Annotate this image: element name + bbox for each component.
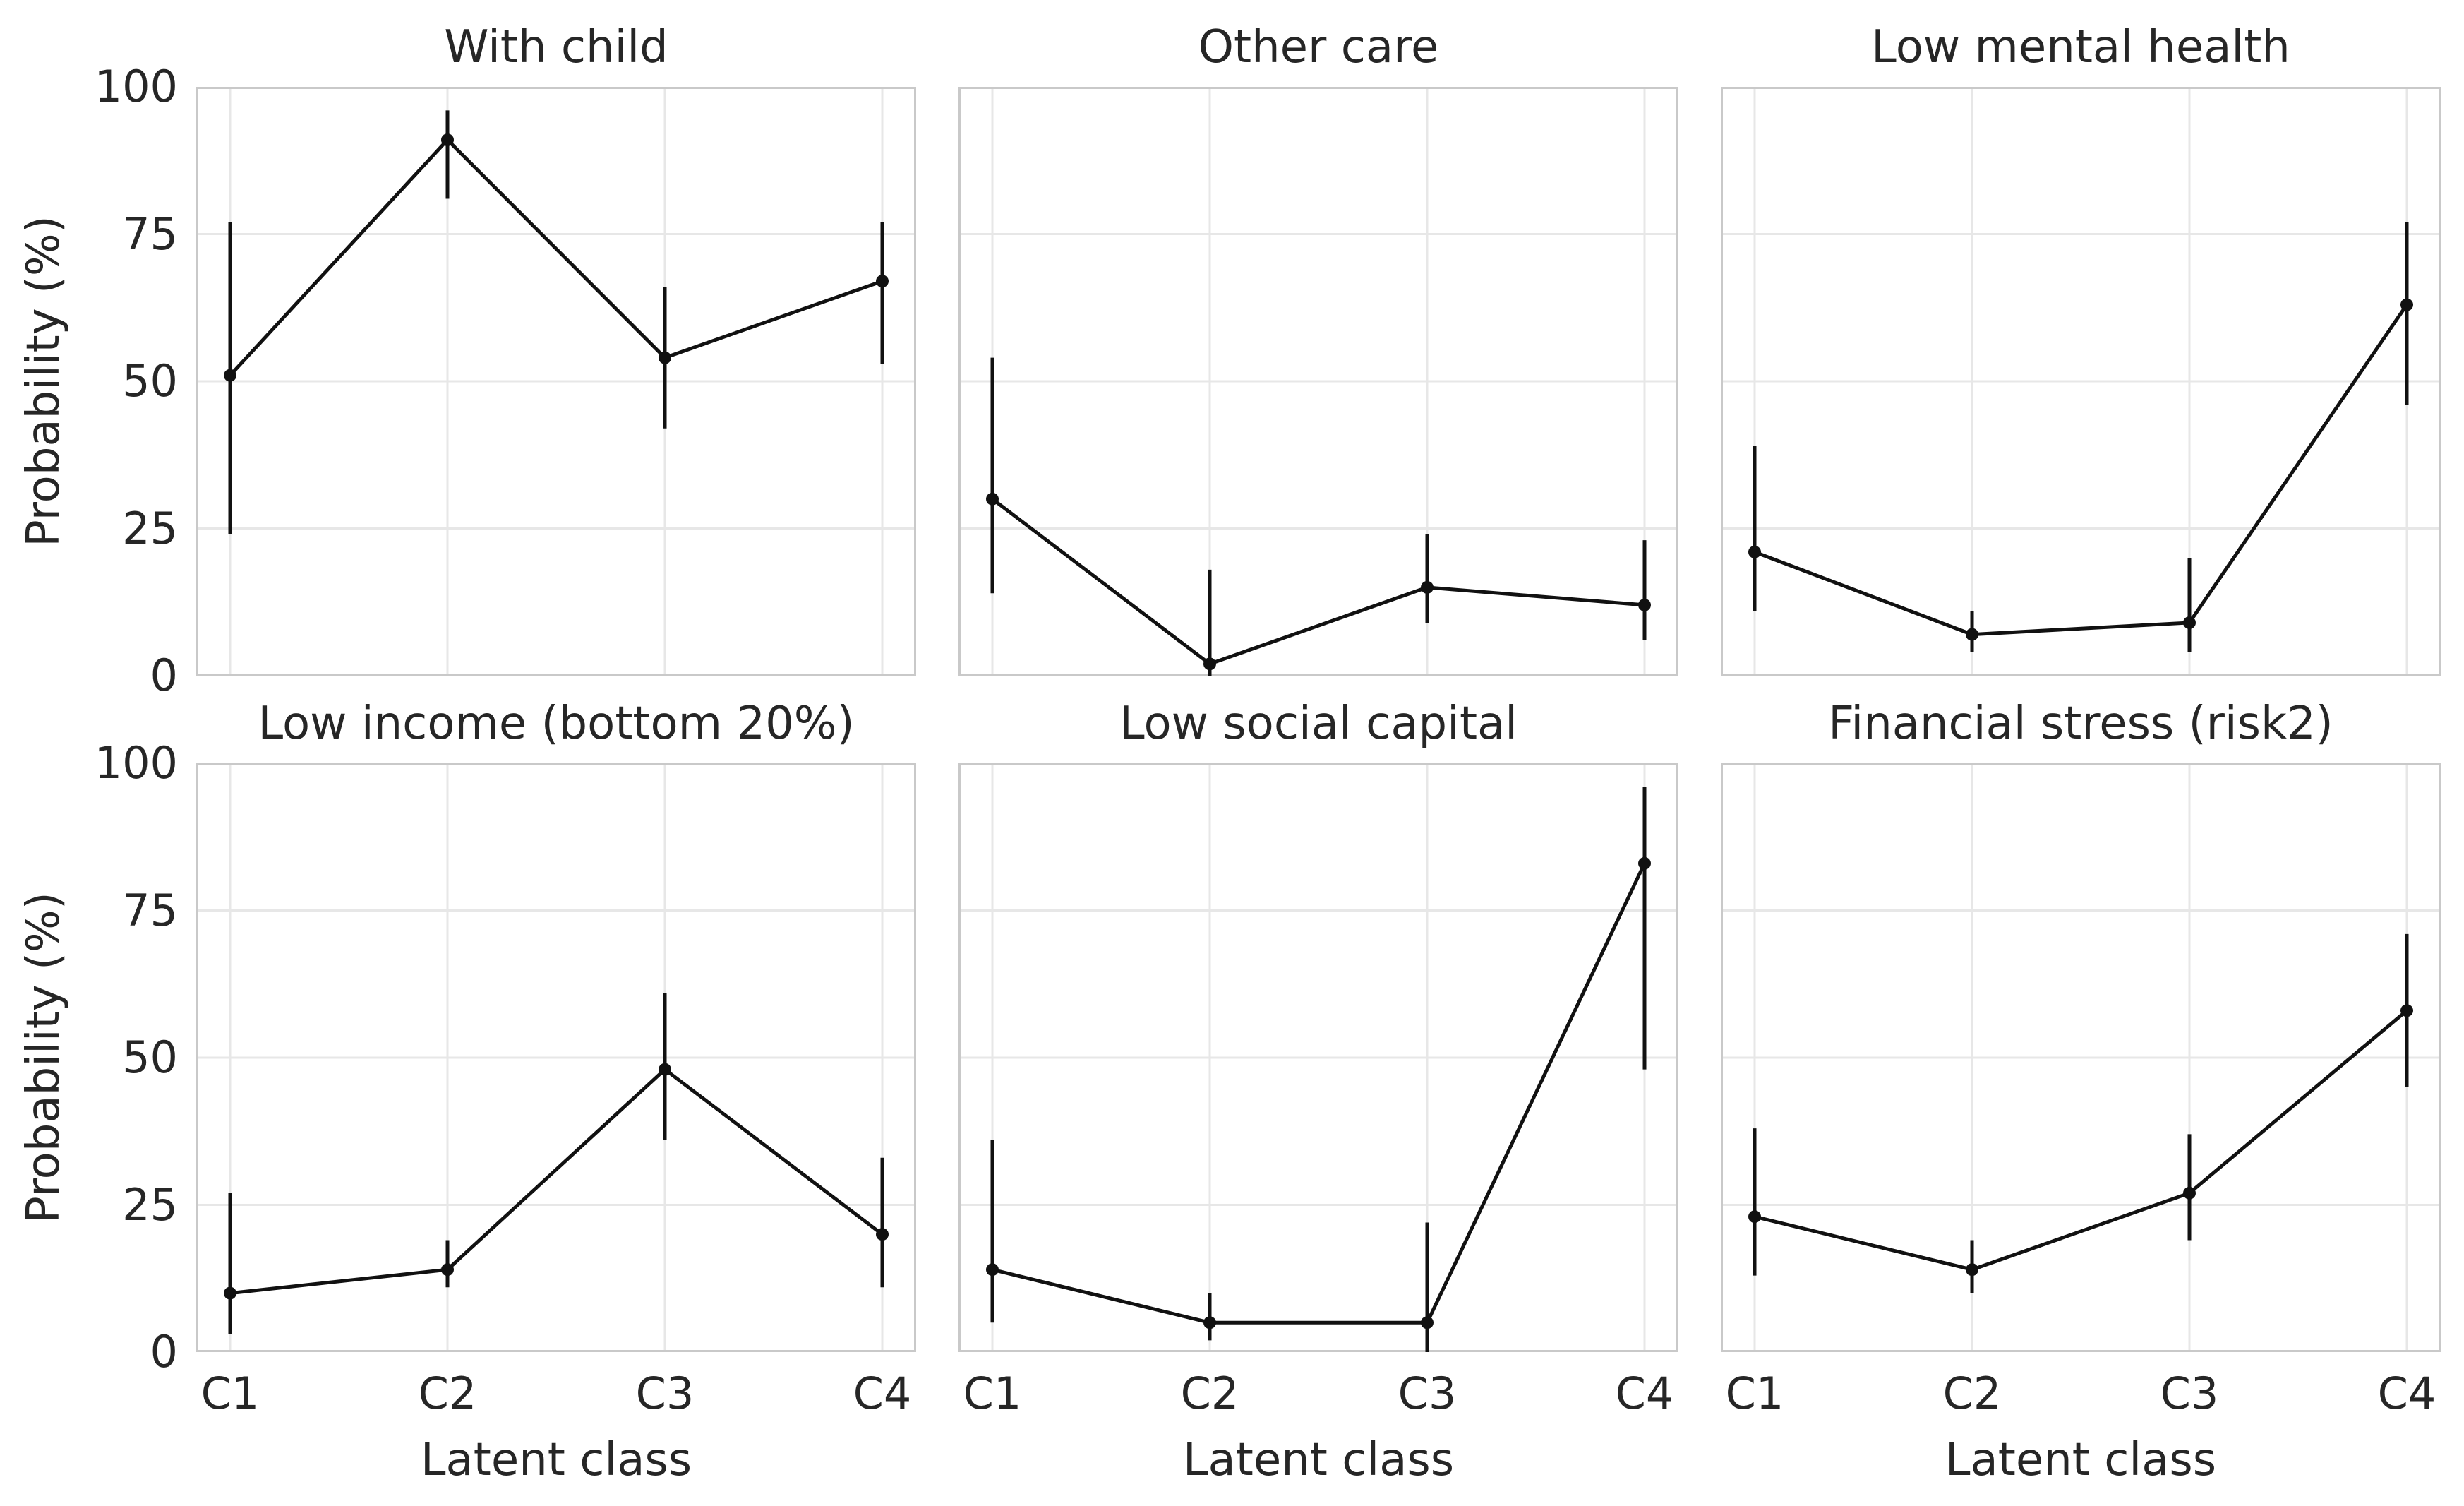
panel-title-financial-stress: Financial stress (risk2) <box>1828 698 2333 750</box>
plot-frame <box>196 87 916 676</box>
y-tick-label: 50 <box>122 1032 178 1083</box>
panel-title-low-social-capital: Low social capital <box>1119 698 1518 750</box>
y-tick-label: 25 <box>122 502 178 554</box>
x-tick-label: C4 <box>1615 1368 1674 1419</box>
data-point <box>1966 628 1978 641</box>
data-point <box>986 1263 999 1277</box>
y-tick-label: 100 <box>94 737 178 789</box>
data-point <box>659 1063 671 1076</box>
data-point <box>224 369 236 382</box>
data-point <box>1638 856 1651 870</box>
data-point <box>986 492 999 506</box>
series-line <box>1754 1009 2408 1272</box>
x-tick-label: C2 <box>1942 1368 2002 1419</box>
data-point <box>2400 298 2413 311</box>
panel-title-low-income: Low income (bottom 20%) <box>258 698 855 750</box>
data-point <box>1421 1316 1434 1329</box>
y-tick-label: 0 <box>150 1326 178 1377</box>
series-line <box>229 138 883 377</box>
panel-title-with-child: With child <box>444 21 668 73</box>
data-point <box>876 275 889 288</box>
series-line <box>1754 304 2409 637</box>
x-tick-label: C2 <box>1180 1368 1239 1419</box>
x-tick-label: C2 <box>418 1368 477 1419</box>
plot-low-income <box>196 763 916 1352</box>
x-tick-label: C1 <box>200 1368 260 1419</box>
data-point <box>2183 1186 2196 1200</box>
x-tick-label: C3 <box>2160 1368 2219 1419</box>
plot-other-care <box>958 87 1678 676</box>
data-point <box>441 1263 454 1277</box>
x-axis-label-col3: Latent class <box>1945 1434 2217 1486</box>
x-tick-label: C1 <box>963 1368 1022 1419</box>
plot-low-social-capital <box>958 763 1678 1352</box>
y-tick-label: 75 <box>122 208 178 260</box>
x-tick-label: C4 <box>2377 1368 2436 1419</box>
x-axis-label-col2: Latent class <box>1182 1434 1455 1486</box>
data-point <box>1421 580 1434 594</box>
data-point <box>1638 598 1651 611</box>
series-line <box>229 1068 884 1296</box>
series-line <box>992 862 1647 1325</box>
panel-title-other-care: Other care <box>1198 21 1439 73</box>
x-tick-label: C1 <box>1725 1368 1784 1419</box>
x-tick-label: C3 <box>635 1368 695 1419</box>
data-point <box>441 133 454 147</box>
y-tick-label: 75 <box>122 884 178 936</box>
data-point <box>876 1228 889 1241</box>
y-tick-label: 50 <box>122 355 178 407</box>
x-tick-label: C4 <box>853 1368 912 1419</box>
data-point <box>1203 657 1216 671</box>
x-axis-label-col1: Latent class <box>420 1434 692 1486</box>
plot-frame <box>958 87 1678 676</box>
panel-title-low-mental-health: Low mental health <box>1871 21 2290 73</box>
data-point <box>1748 545 1761 558</box>
plot-low-mental-health <box>1721 87 2441 676</box>
y-tick-label: 25 <box>122 1178 178 1231</box>
data-point <box>1966 1263 1978 1277</box>
data-point <box>659 351 671 364</box>
plot-frame <box>958 763 1678 1352</box>
y-tick-label: 100 <box>94 61 178 112</box>
data-point <box>2183 616 2196 629</box>
data-point <box>1748 1210 1761 1224</box>
plot-frame <box>1721 763 2441 1352</box>
plot-frame <box>1721 87 2441 676</box>
x-tick-label: C3 <box>1398 1368 1457 1419</box>
plot-frame <box>196 763 916 1352</box>
y-tick-label: 0 <box>150 650 178 701</box>
series-line <box>991 497 1645 666</box>
data-point <box>2400 1004 2413 1017</box>
data-point <box>1203 1316 1216 1329</box>
plot-with-child <box>196 87 916 676</box>
plot-financial-stress <box>1721 763 2441 1352</box>
data-point <box>224 1286 236 1300</box>
